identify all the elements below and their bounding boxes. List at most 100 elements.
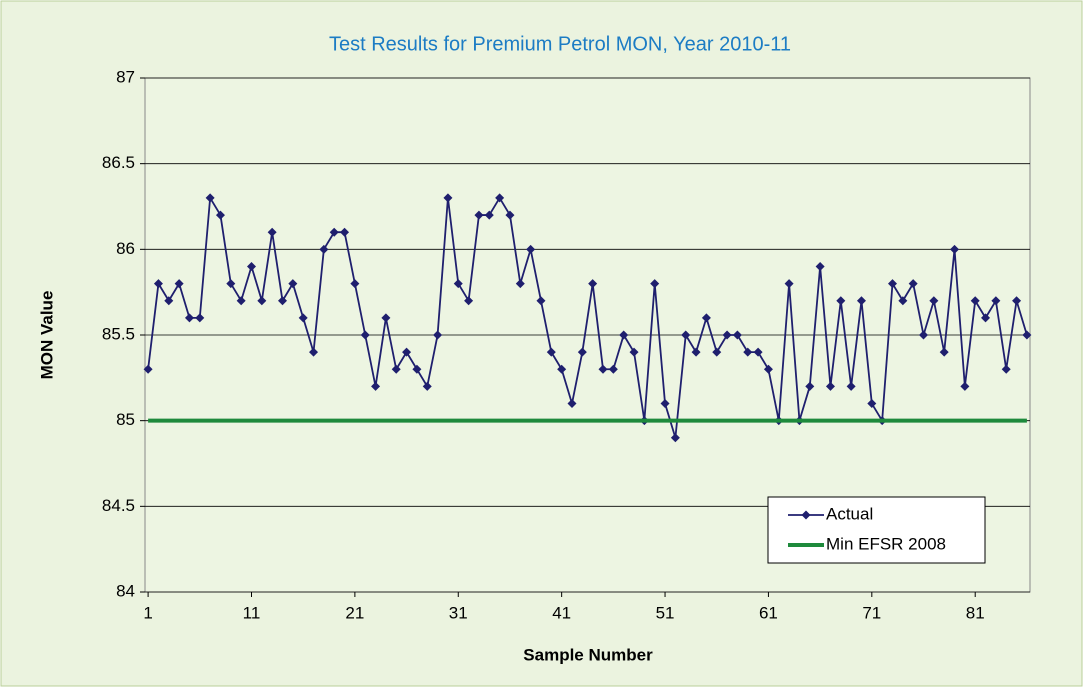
marker	[701, 313, 711, 323]
marker	[763, 364, 773, 374]
marker	[825, 381, 835, 391]
x-axis-label: Sample Number	[523, 645, 653, 664]
marker	[371, 381, 381, 391]
marker	[670, 433, 680, 443]
marker	[629, 347, 639, 357]
marker	[898, 296, 908, 306]
marker	[970, 296, 980, 306]
marker	[650, 279, 660, 289]
y-tick-label: 84	[116, 581, 135, 600]
marker	[681, 330, 691, 340]
x-tick-label: 51	[656, 603, 675, 622]
marker	[381, 313, 391, 323]
x-tick-label: 61	[759, 603, 778, 622]
marker	[505, 210, 515, 220]
y-tick-label: 84.5	[102, 496, 135, 515]
marker	[712, 347, 722, 357]
marker	[557, 364, 567, 374]
x-tick-label: 81	[966, 603, 985, 622]
legend-marker	[801, 510, 811, 520]
marker	[950, 244, 960, 254]
marker	[846, 381, 856, 391]
marker	[205, 193, 215, 203]
marker	[1022, 330, 1032, 340]
y-tick-label: 86.5	[102, 153, 135, 172]
marker	[474, 210, 484, 220]
marker	[588, 279, 598, 289]
marker	[743, 347, 753, 357]
marker	[184, 313, 194, 323]
marker	[1012, 296, 1022, 306]
legend-label: Actual	[826, 504, 873, 523]
marker	[546, 347, 556, 357]
y-axis-label: MON Value	[37, 291, 56, 380]
marker	[329, 227, 339, 237]
marker	[784, 279, 794, 289]
marker	[619, 330, 629, 340]
marker	[856, 296, 866, 306]
marker	[246, 261, 256, 271]
legend-box	[767, 496, 986, 564]
y-tick-label: 85.5	[102, 324, 135, 343]
marker	[422, 381, 432, 391]
marker	[340, 227, 350, 237]
marker	[153, 279, 163, 289]
chart-title: Test Results for Premium Petrol MON, Yea…	[329, 33, 791, 55]
marker	[805, 381, 815, 391]
marker	[598, 364, 608, 374]
marker	[919, 330, 929, 340]
marker	[360, 330, 370, 340]
x-tick-label: 71	[862, 603, 881, 622]
marker	[319, 244, 329, 254]
marker	[567, 399, 577, 409]
marker	[495, 193, 505, 203]
marker	[236, 296, 246, 306]
marker	[732, 330, 742, 340]
marker	[1001, 364, 1011, 374]
marker	[867, 399, 877, 409]
marker	[908, 279, 918, 289]
marker	[443, 193, 453, 203]
marker	[298, 313, 308, 323]
x-tick-label: 31	[449, 603, 468, 622]
legend-label: Min EFSR 2008	[826, 534, 946, 553]
y-tick-label: 87	[116, 67, 135, 86]
marker	[288, 279, 298, 289]
marker	[981, 313, 991, 323]
marker	[991, 296, 1001, 306]
marker	[660, 399, 670, 409]
marker	[453, 279, 463, 289]
marker	[164, 296, 174, 306]
marker	[278, 296, 288, 306]
marker	[143, 364, 153, 374]
marker	[577, 347, 587, 357]
marker	[929, 296, 939, 306]
marker	[939, 347, 949, 357]
marker	[526, 244, 536, 254]
marker	[309, 347, 319, 357]
y-tick-label: 85	[116, 410, 135, 429]
x-tick-label: 11	[243, 603, 261, 622]
marker	[195, 313, 205, 323]
marker	[960, 381, 970, 391]
series-line	[147, 195, 1028, 439]
marker	[753, 347, 763, 357]
marker	[402, 347, 412, 357]
marker	[484, 210, 494, 220]
x-tick-label: 21	[345, 603, 364, 622]
marker	[536, 296, 546, 306]
marker	[433, 330, 443, 340]
marker	[815, 261, 825, 271]
marker	[691, 347, 701, 357]
x-tick-label: 1	[143, 603, 152, 622]
marker	[350, 279, 360, 289]
marker	[391, 364, 401, 374]
x-tick-label: 41	[552, 603, 571, 622]
marker	[836, 296, 846, 306]
y-tick-label: 86	[116, 239, 135, 258]
marker	[215, 210, 225, 220]
marker	[515, 279, 525, 289]
marker	[226, 279, 236, 289]
marker	[174, 279, 184, 289]
